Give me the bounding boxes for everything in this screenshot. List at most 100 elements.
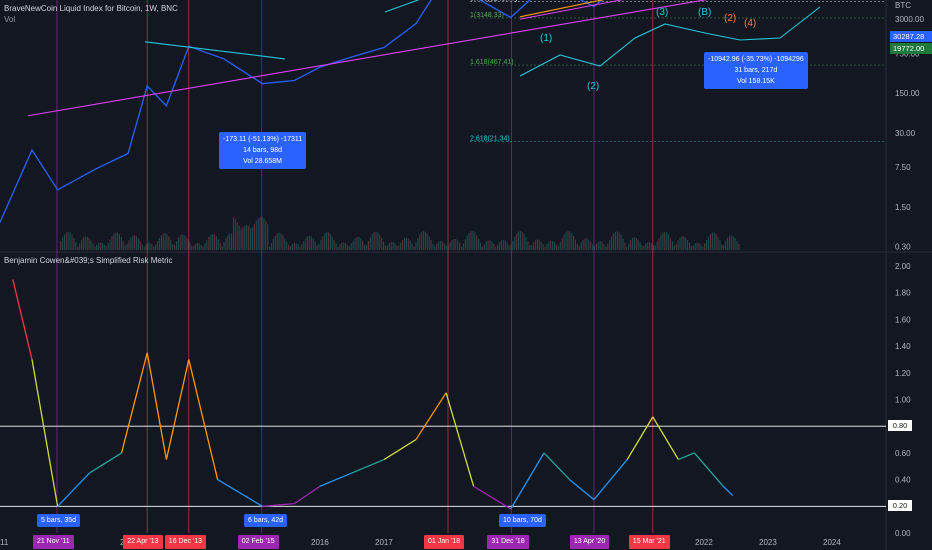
volume-bar [502, 239, 504, 250]
volume-bar [284, 238, 286, 250]
volume-bar [738, 243, 740, 250]
volume-bar [470, 231, 472, 250]
volume-bar [462, 243, 464, 250]
volume-bar [497, 244, 499, 250]
volume-bar [447, 245, 449, 250]
volume-bar [540, 241, 542, 250]
volume-bar [732, 236, 734, 250]
volume-bar [170, 240, 172, 250]
volume-bar [255, 220, 257, 250]
risk-line-segment [626, 416, 654, 460]
volume-bar [690, 246, 692, 250]
volume-bar [593, 246, 596, 250]
volume-bar [527, 241, 529, 250]
volume-bar [223, 241, 225, 250]
price-tick-label: 1.50 [895, 203, 911, 212]
volume-bar [582, 239, 584, 250]
symbol-title[interactable]: BraveNewCoin Liquid Index for Bitcoin, 1… [4, 4, 178, 13]
trendline-channel [144, 41, 286, 60]
volume-bar [352, 240, 354, 250]
measure-volume: Vol 28.658M [243, 158, 283, 165]
volume-bar [487, 240, 489, 250]
measure-tooltip-1[interactable]: -173.11 (-51.13%) -17311 14 bars, 98d Vo… [219, 132, 307, 169]
volume-bar [713, 232, 715, 250]
volume-bar [669, 237, 672, 250]
volume-bar [181, 234, 183, 250]
volume-bar [576, 243, 578, 250]
volume-bar [668, 234, 670, 250]
time-axis-label: 2022 [695, 538, 713, 547]
volume-bar [215, 236, 217, 250]
volume-bar [118, 234, 121, 250]
volume-bar [451, 240, 453, 250]
volume-bar [453, 238, 455, 250]
volume-bar [536, 239, 539, 250]
volume-bar [73, 238, 75, 250]
volume-bar [377, 232, 379, 250]
volume-bar [82, 237, 84, 250]
volume-bar [269, 246, 271, 250]
volume-bar [117, 232, 119, 250]
volume-bar [478, 238, 480, 250]
trendline-support [27, 0, 708, 117]
volume-bar [164, 233, 166, 250]
volume-bar [179, 235, 181, 250]
price-tick-label: 7.50 [895, 163, 911, 172]
risk-line-segment [188, 359, 219, 480]
volume-bar [459, 242, 461, 250]
time-axis-label: 11 [0, 538, 9, 547]
volume-bar [272, 238, 274, 250]
volume-bar [422, 231, 425, 250]
volume-bar [479, 242, 482, 250]
volume-bar [516, 233, 518, 250]
volume-bar [698, 242, 700, 250]
volume-bar [318, 244, 320, 250]
volume-bar [601, 241, 603, 250]
volume-bar [525, 237, 527, 250]
volume-bar [531, 244, 533, 250]
volume-bar [337, 246, 339, 250]
volume-bar [688, 243, 691, 250]
volume-bar [308, 235, 311, 250]
volume-bar [696, 242, 698, 250]
volume-bar [147, 243, 149, 250]
risk-tick-label: 1.60 [895, 315, 911, 324]
time-axis-label: 2017 [375, 538, 393, 547]
volume-bar [69, 232, 71, 250]
price-line [0, 0, 603, 223]
volume-bar [187, 239, 189, 250]
volume-bar [384, 245, 387, 250]
volume-bar [706, 239, 708, 250]
risk-tick-label: 1.00 [895, 396, 911, 405]
volume-bar [265, 220, 267, 250]
volume-bar [240, 228, 242, 250]
volume-bar [232, 216, 235, 250]
volume-bar [523, 233, 525, 250]
volume-bar [71, 234, 73, 250]
risk-line-segment [351, 458, 385, 474]
volume-bar [554, 242, 556, 250]
volume-bar [590, 241, 592, 250]
risk-line-segment [593, 459, 628, 501]
volume-bar [417, 238, 419, 250]
volume-bar [61, 237, 64, 250]
volume-bar [90, 240, 92, 250]
price-tick-label: 30.00 [895, 129, 916, 138]
elliott-wave-label: (1) [540, 33, 553, 44]
indicator-title[interactable]: Benjamin Cowen&#039;s Simplified Risk Me… [4, 256, 173, 265]
volume-bar [409, 240, 411, 250]
volume-bar [709, 233, 711, 250]
volume-bar [630, 239, 632, 250]
measure-tooltip-2[interactable]: -10942.96 (-35.73%) -1094296 31 bars, 21… [704, 52, 808, 89]
current-price-tag: 30287.28 [890, 31, 932, 42]
volume-bar [94, 246, 96, 250]
volume-bar [174, 245, 176, 250]
volume-bar [517, 231, 520, 250]
risk-tick-label: 1.80 [895, 289, 911, 298]
volume-bar [508, 245, 510, 250]
volume-bar [561, 238, 563, 250]
volume-bar [278, 232, 280, 250]
volume-legend[interactable]: Vol [4, 15, 16, 24]
volume-bar [652, 245, 654, 250]
